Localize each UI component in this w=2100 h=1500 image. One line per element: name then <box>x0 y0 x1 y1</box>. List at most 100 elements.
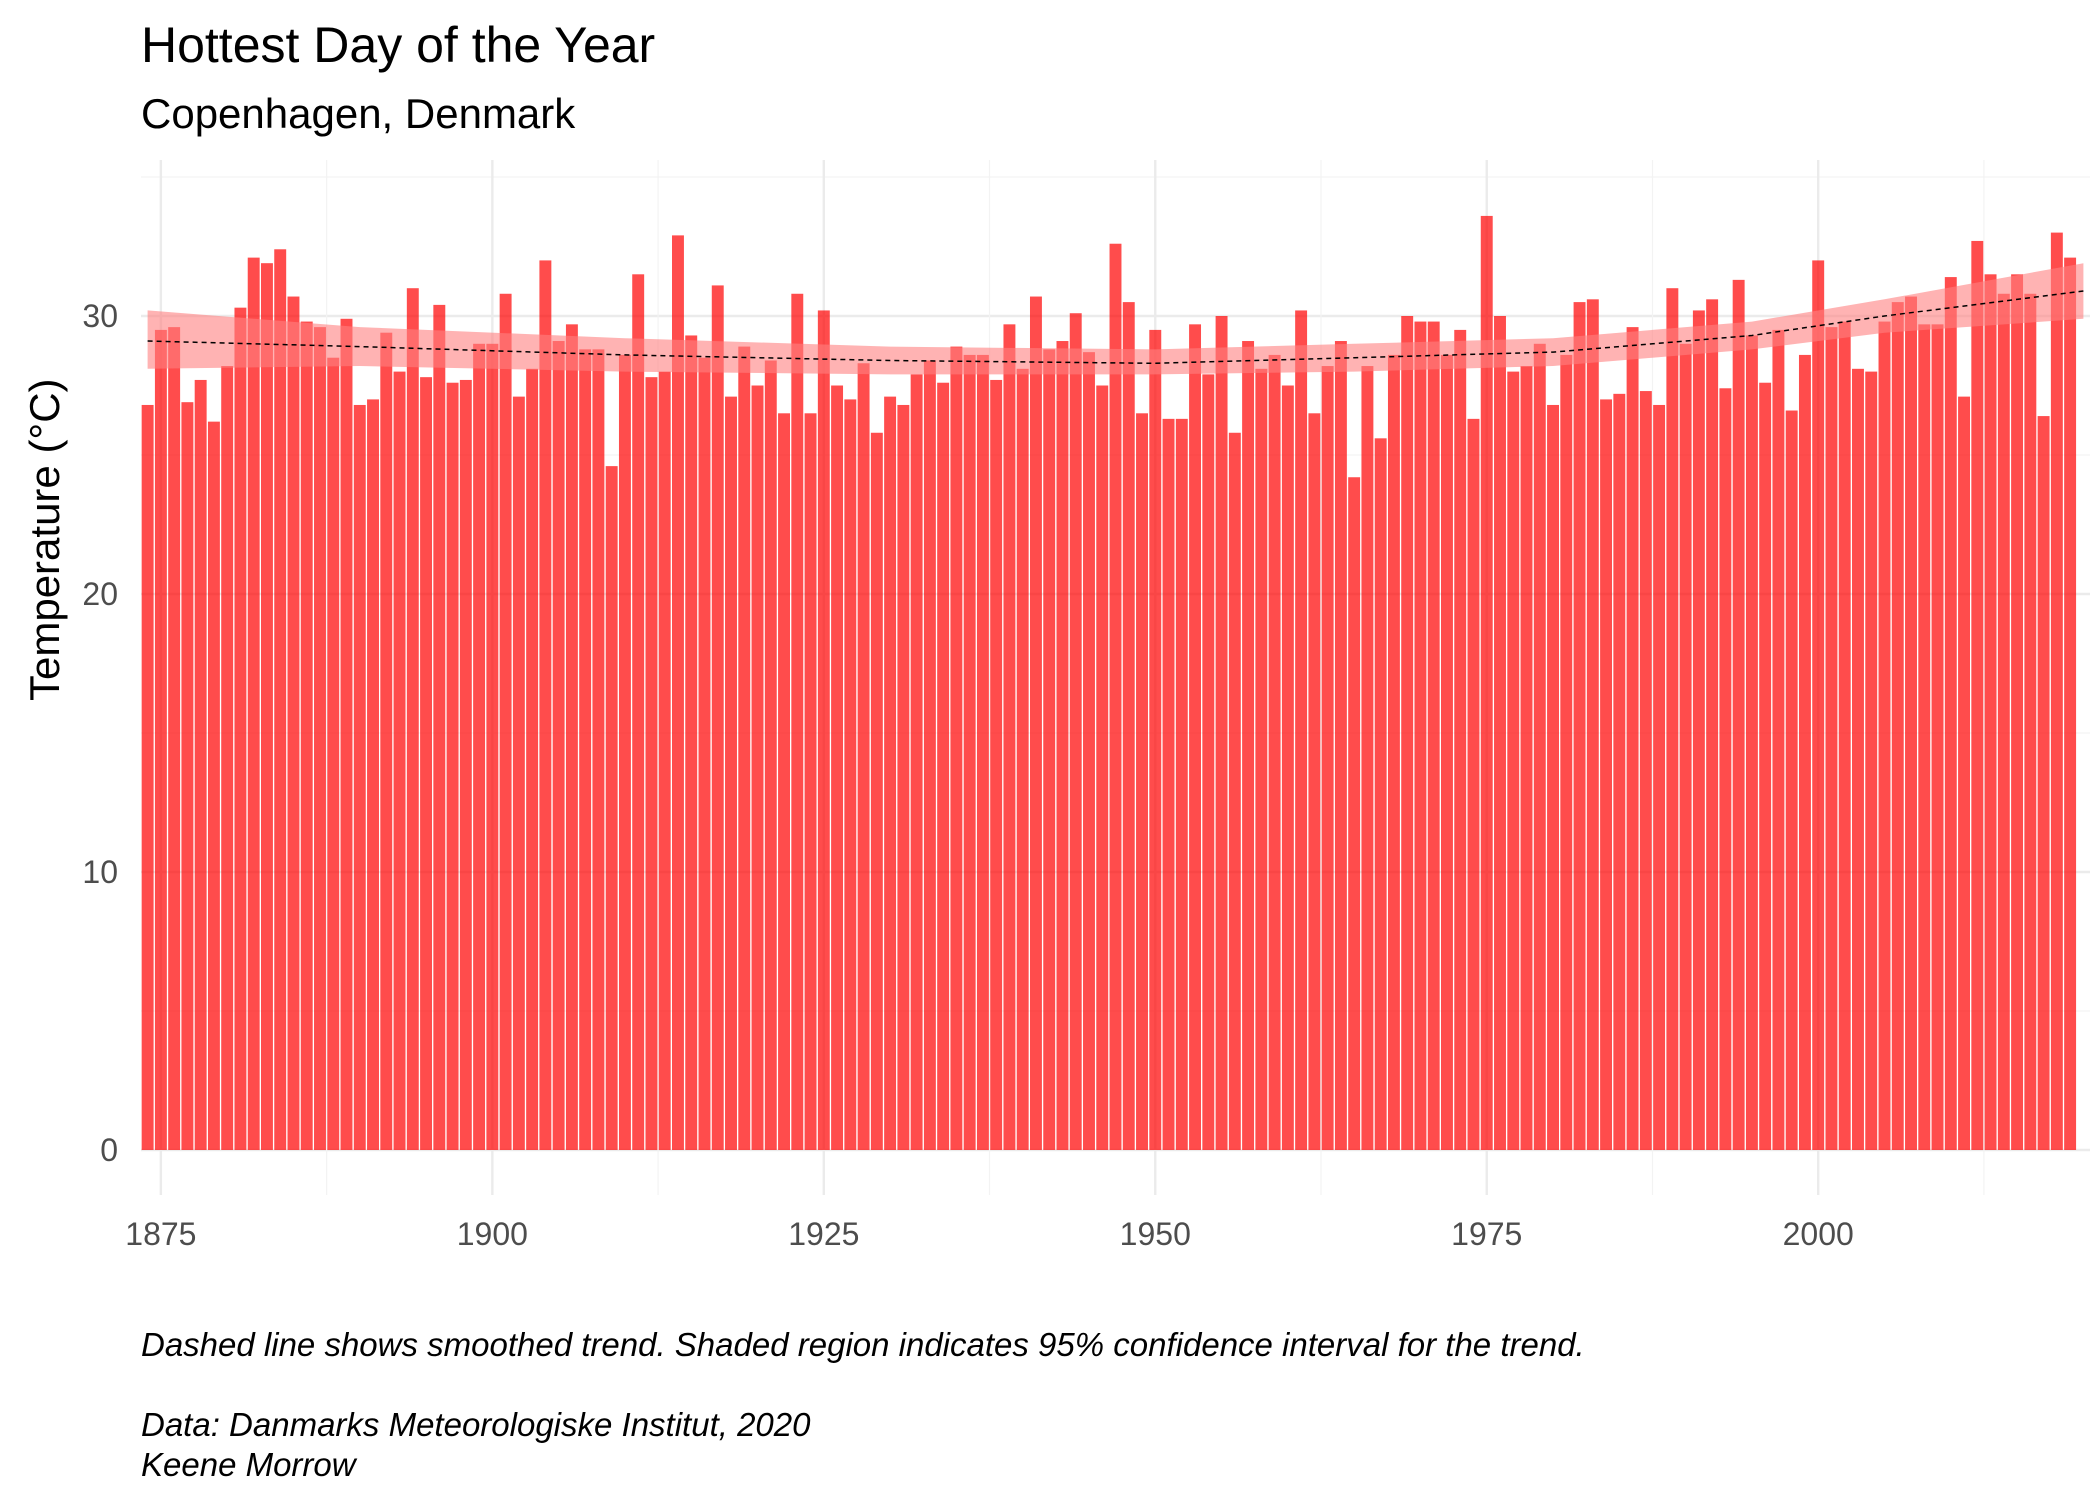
bar <box>857 363 870 1150</box>
y-tick-label: 20 <box>82 576 118 612</box>
bar <box>314 327 326 1150</box>
bar <box>247 257 260 1150</box>
bar <box>1281 385 1294 1150</box>
bar <box>1401 316 1414 1150</box>
bar <box>287 296 300 1150</box>
bar <box>1958 396 1971 1150</box>
x-tick-label: 1875 <box>125 1216 196 1252</box>
y-tick-label: 30 <box>82 298 118 334</box>
bar <box>300 321 313 1150</box>
bar <box>234 307 247 1150</box>
bar <box>870 432 883 1150</box>
bar <box>618 354 631 1150</box>
bar <box>1507 371 1520 1151</box>
bar <box>459 379 472 1150</box>
bar <box>1547 404 1559 1151</box>
trend-layer <box>147 263 2084 375</box>
bar <box>393 371 406 1151</box>
bar <box>1666 288 1679 1150</box>
bar <box>751 385 764 1150</box>
bar <box>1759 382 1772 1151</box>
bar <box>1865 371 1878 1151</box>
bar <box>672 235 684 1150</box>
bar <box>658 371 671 1151</box>
bar <box>473 343 486 1150</box>
bar <box>565 324 578 1151</box>
bar <box>1427 321 1440 1150</box>
bar <box>274 249 287 1150</box>
bar <box>1732 279 1745 1150</box>
bar <box>976 354 989 1150</box>
bar <box>579 349 592 1150</box>
bar <box>1480 215 1493 1151</box>
bar <box>353 404 366 1151</box>
bar <box>1772 329 1785 1150</box>
bar <box>1891 302 1904 1151</box>
bar <box>1520 366 1533 1150</box>
bar <box>486 343 499 1150</box>
bar <box>1812 260 1825 1150</box>
bar <box>1069 313 1082 1151</box>
bar <box>1440 354 1453 1150</box>
bar <box>937 382 950 1151</box>
bar <box>539 260 552 1150</box>
bar <box>1387 354 1400 1150</box>
bar <box>2050 232 2063 1151</box>
caption-note: Dashed line shows smoothed trend. Shaded… <box>141 1326 1585 1363</box>
bar <box>632 274 645 1150</box>
bar <box>1215 316 1228 1150</box>
bar <box>1785 410 1798 1150</box>
bar <box>154 329 167 1150</box>
bar <box>1189 324 1202 1151</box>
bar <box>778 413 791 1150</box>
bar <box>963 354 976 1150</box>
bar <box>1175 418 1188 1150</box>
bar <box>1083 352 1095 1150</box>
bar <box>791 293 804 1150</box>
bar <box>1414 321 1427 1150</box>
bar <box>168 327 181 1150</box>
bars <box>141 215 2077 1151</box>
bar <box>1374 438 1387 1150</box>
bar <box>645 377 658 1150</box>
bar <box>1016 368 1029 1150</box>
trend-line <box>147 290 2084 365</box>
bar <box>1931 324 1944 1151</box>
bar <box>2011 274 2024 1150</box>
bar <box>1679 343 1692 1150</box>
bar <box>990 379 1003 1150</box>
bar <box>207 421 220 1150</box>
bar <box>420 377 433 1150</box>
bar <box>1997 293 2010 1150</box>
bar <box>1467 418 1480 1150</box>
x-tick-label: 1925 <box>788 1216 859 1252</box>
bar <box>1149 329 1162 1150</box>
bar <box>1838 321 1851 1150</box>
caption-author: Keene Morrow <box>141 1446 356 1483</box>
bar <box>1242 341 1255 1150</box>
bar <box>446 382 459 1151</box>
bar <box>698 357 711 1150</box>
bar <box>433 304 446 1150</box>
x-tick-label: 1975 <box>1451 1216 1522 1252</box>
bar <box>884 396 897 1150</box>
bar <box>512 396 525 1150</box>
bar <box>1586 299 1599 1150</box>
bar <box>1162 418 1175 1150</box>
bar <box>1361 366 1374 1150</box>
bar <box>2064 257 2077 1150</box>
bar <box>1268 354 1281 1150</box>
bar <box>1122 302 1135 1151</box>
x-tick-label: 1950 <box>1120 1216 1191 1252</box>
bar <box>367 399 379 1150</box>
bar <box>1136 413 1148 1150</box>
axis-tick-labels: 0 10 20 30 1875 1900 1925 1950 1975 2000 <box>82 298 1853 1252</box>
x-tick-label: 1900 <box>457 1216 528 1252</box>
bar <box>1494 316 1506 1150</box>
bar <box>194 379 207 1150</box>
bar <box>897 404 910 1151</box>
bar <box>380 332 393 1150</box>
bar <box>1043 349 1056 1150</box>
bar <box>1918 324 1931 1151</box>
bar <box>1348 477 1361 1150</box>
